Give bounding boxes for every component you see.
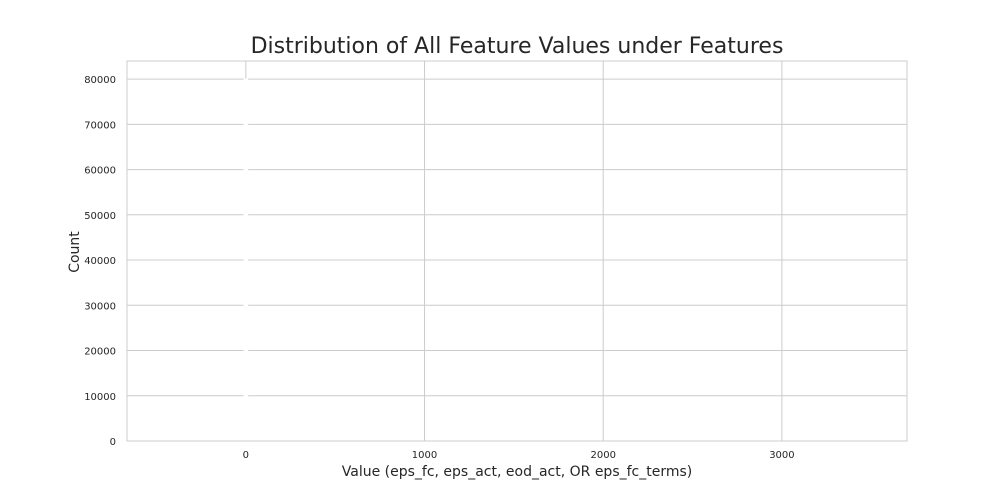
y-axis-label: Count <box>67 231 83 273</box>
histogram-bar <box>243 78 249 442</box>
y-tick-label: 70000 <box>84 120 116 131</box>
x-ticks: 0 1000 2000 3000 <box>243 450 795 461</box>
x-tick-label: 0 <box>243 450 249 461</box>
x-axis-label: Value (eps_fc, eps_act, eod_act, OR eps_… <box>342 464 693 480</box>
histogram-bar <box>247 422 254 442</box>
y-ticks: 0 10000 20000 30000 40000 50000 60000 70000 8000… <box>84 75 116 448</box>
plot-frame <box>126 60 908 442</box>
y-tick-label: 40000 <box>84 256 116 267</box>
histogram-bar <box>252 436 263 442</box>
y-tick-label: 30000 <box>84 301 116 312</box>
x-tick-label: 3000 <box>769 450 794 461</box>
chart-title: Distribution of All Feature Values under… <box>251 34 784 59</box>
x-tick-label: 2000 <box>590 450 615 461</box>
y-tick-label: 0 <box>110 437 116 448</box>
y-tick-label: 20000 <box>84 347 116 358</box>
y-tick-label: 50000 <box>84 211 116 222</box>
y-tick-label: 60000 <box>84 166 116 177</box>
x-tick-label: 1000 <box>412 450 437 461</box>
y-tick-label: 80000 <box>84 75 116 86</box>
y-tick-label: 10000 <box>84 392 116 403</box>
